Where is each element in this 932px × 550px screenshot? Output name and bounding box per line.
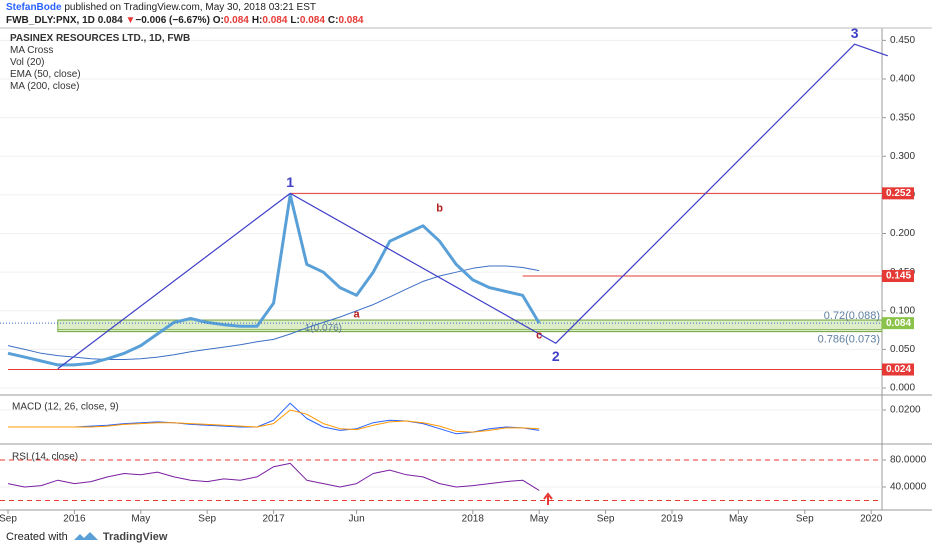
tradingview-logo xyxy=(74,532,98,540)
x-tick-label: May xyxy=(530,514,549,525)
x-tick-label: Sep xyxy=(198,514,216,525)
level-tag xyxy=(882,363,914,376)
arrow-annotation xyxy=(543,492,553,505)
footer: Created with TradingView xyxy=(6,531,167,543)
header-line-1: StefanBode published on TradingView.com,… xyxy=(6,2,316,13)
ohlc-value: 0.084 xyxy=(223,15,249,26)
pane-title: PASINEX RESOURCES LTD., 1D, FWB xyxy=(10,33,191,44)
x-tick-label: 2017 xyxy=(262,514,285,525)
fib-label: 1(0.076) xyxy=(305,323,342,334)
legend-entry: Vol (20) xyxy=(10,57,190,69)
ohlc-label: L: xyxy=(290,15,300,26)
legend-entry: PASINEX RESOURCES LTD., 1D, FWB xyxy=(10,33,190,45)
legend-entry: MA Cross xyxy=(10,45,190,57)
y-tick-label: 0.450 xyxy=(890,35,915,46)
wave-label: 2 xyxy=(552,348,560,364)
y-tick-label: 0.0200 xyxy=(890,405,921,416)
arrow: ▼ xyxy=(125,15,136,26)
published: published on TradingView.com, May 30, 20… xyxy=(64,2,316,13)
level-tag xyxy=(882,187,914,200)
wave-letter: c xyxy=(536,329,542,341)
ohlc-label: H: xyxy=(251,15,263,26)
y-tick-label: 0.100 xyxy=(890,305,915,316)
level-tag xyxy=(882,270,914,283)
wave-letter: a xyxy=(354,309,361,321)
ohlc: O:0.084 H:0.084 L:0.084 C:0.084 xyxy=(213,15,367,26)
series-line xyxy=(7,462,540,491)
x-tick-label: 2016 xyxy=(63,514,86,525)
legend-entry: MA (200, close) xyxy=(10,81,190,93)
x-tick-label: Jun xyxy=(349,514,365,525)
change: −0.006 (−6.67%) xyxy=(135,15,210,26)
legend: PASINEX RESOURCES LTD., 1D, FWB MA Cross V… xyxy=(10,33,190,93)
header-line-2: FWB_DLY:PNX, 1D 0.084 ▼−0.006 (−6.67%) O… xyxy=(6,15,367,26)
y-tick-label: 0.050 xyxy=(890,344,915,355)
last-price-tag xyxy=(882,317,914,330)
series-line xyxy=(8,409,540,433)
x-tick-label: May xyxy=(729,514,748,525)
fib-label: 0.72(0.088) xyxy=(824,310,880,322)
ohlc-label: O: xyxy=(212,15,224,26)
fib-label: 0.786(0.073) xyxy=(818,334,880,346)
wave-letter: b xyxy=(436,203,443,215)
x-tick-label: 2020 xyxy=(860,514,883,525)
series-line xyxy=(8,402,540,435)
x-tick-label: Sep xyxy=(0,514,17,525)
ohlc-value: 0.084 xyxy=(262,15,288,26)
y-tick-label: 0.300 xyxy=(890,151,915,162)
x-tick-label: Sep xyxy=(597,514,615,525)
indicator: MA Cross xyxy=(10,45,54,56)
y-tick-label: 0.200 xyxy=(890,228,915,239)
wave-label: 3 xyxy=(851,25,859,41)
series-line xyxy=(7,193,541,367)
y-tick-label: 0.350 xyxy=(890,112,915,123)
ohlc-label: C: xyxy=(327,15,339,26)
brand: TradingView xyxy=(102,531,168,543)
legend-label: MA (200, close) xyxy=(10,81,80,92)
level-label: 0.252 xyxy=(886,188,911,199)
x-tick-label: 2018 xyxy=(462,514,485,525)
created: Created with xyxy=(6,531,68,543)
last-price-label: 0.084 xyxy=(886,318,911,329)
author: StefanBode xyxy=(6,2,62,13)
series-line xyxy=(7,265,540,360)
y-tick-label: 0.400 xyxy=(890,74,915,85)
x-tick-label: May xyxy=(131,514,150,525)
legend-label: EMA (50, close) xyxy=(10,69,81,80)
ohlc-value: 0.084 xyxy=(299,15,325,26)
pane-title: MACD (12, 26, close, 9) xyxy=(12,402,119,413)
level-label: 0.145 xyxy=(886,271,911,282)
indicator: Vol (20) xyxy=(10,57,45,68)
wave-line xyxy=(57,43,888,370)
pane-title: RSI (14, close) xyxy=(12,452,78,463)
y-tick-label: 80.0000 xyxy=(890,455,927,466)
legend-entry: EMA (50, close) xyxy=(10,69,190,81)
x-tick-label: 2019 xyxy=(661,514,684,525)
symbol: FWB_DLY:PNX, 1D xyxy=(6,15,95,26)
level-label: 0.024 xyxy=(886,364,911,375)
y-tick-label: 0.000 xyxy=(890,383,915,394)
ohlc-value: 0.084 xyxy=(338,15,364,26)
y-tick-label: 40.0000 xyxy=(890,482,927,493)
x-tick-label: Sep xyxy=(796,514,814,525)
wave-label: 1 xyxy=(286,174,294,190)
last: 0.084 xyxy=(97,15,123,26)
